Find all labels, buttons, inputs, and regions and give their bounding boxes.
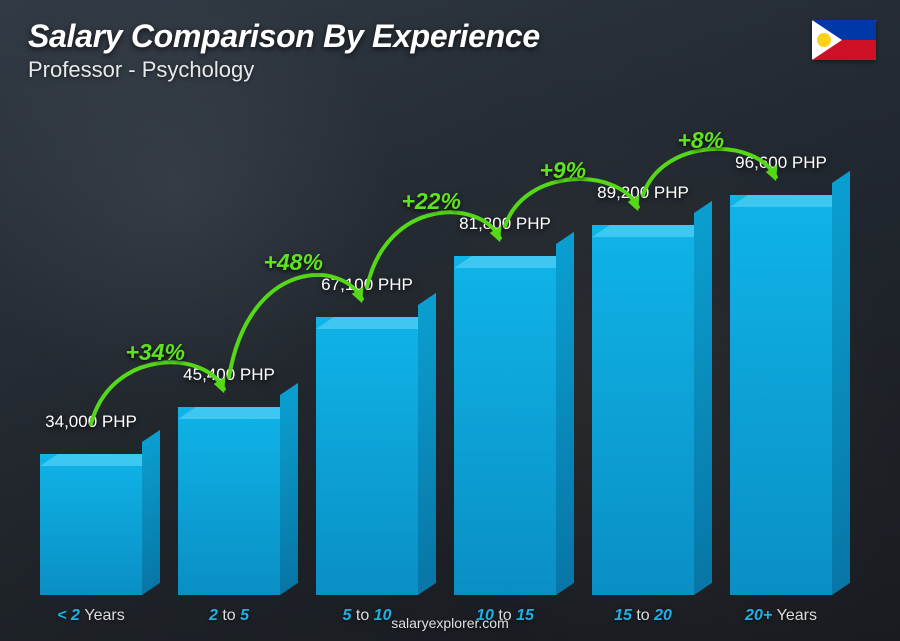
bar-shape bbox=[730, 195, 832, 595]
bar-chart: 34,000 PHP< 2 Years45,400 PHP2 to 567,10… bbox=[28, 115, 844, 595]
chart-subtitle: Professor - Psychology bbox=[28, 57, 872, 83]
bar-value-label: 67,100 PHP bbox=[321, 275, 413, 295]
bar-category-label: < 2 Years bbox=[57, 607, 124, 625]
bar-value-label: 45,400 PHP bbox=[183, 365, 275, 385]
country-flag-icon bbox=[812, 20, 876, 60]
bar-shape bbox=[40, 454, 142, 595]
growth-pct-label: +8% bbox=[677, 127, 724, 154]
bar-category-label: 15 to 20 bbox=[614, 607, 672, 625]
bar-shape bbox=[592, 225, 694, 595]
bar-5: 96,600 PHP20+ Years bbox=[718, 153, 844, 595]
bar-shape bbox=[178, 407, 280, 595]
bar-0: 34,000 PHP< 2 Years bbox=[28, 412, 154, 595]
growth-pct-label: +48% bbox=[263, 249, 322, 276]
bar-value-label: 34,000 PHP bbox=[45, 412, 137, 432]
bar-value-label: 81,800 PHP bbox=[459, 214, 551, 234]
bar-value-label: 96,600 PHP bbox=[735, 153, 827, 173]
chart-container: Salary Comparison By Experience Professo… bbox=[0, 0, 900, 641]
bar-shape bbox=[316, 317, 418, 595]
bar-shape bbox=[454, 256, 556, 595]
growth-pct-label: +34% bbox=[125, 339, 184, 366]
bar-4: 89,200 PHP15 to 20 bbox=[580, 183, 706, 595]
bar-category-label: 2 to 5 bbox=[209, 607, 249, 625]
bar-category-label: 20+ Years bbox=[745, 607, 817, 625]
source-attribution: salaryexplorer.com bbox=[391, 615, 509, 631]
bar-1: 45,400 PHP2 to 5 bbox=[166, 365, 292, 595]
bar-2: 67,100 PHP5 to 10 bbox=[304, 275, 430, 595]
bar-category-label: 5 to 10 bbox=[343, 607, 392, 625]
bar-3: 81,800 PHP10 to 15 bbox=[442, 214, 568, 595]
bar-value-label: 89,200 PHP bbox=[597, 183, 689, 203]
growth-pct-label: +9% bbox=[539, 157, 586, 184]
growth-pct-label: +22% bbox=[401, 188, 460, 215]
chart-title: Salary Comparison By Experience bbox=[28, 18, 872, 55]
